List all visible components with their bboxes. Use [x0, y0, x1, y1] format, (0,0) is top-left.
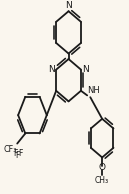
- Text: F: F: [13, 149, 17, 158]
- Text: NH: NH: [88, 86, 100, 95]
- Text: O: O: [99, 163, 106, 172]
- Text: N: N: [48, 65, 55, 74]
- Text: CH₃: CH₃: [95, 176, 109, 185]
- Text: F: F: [18, 149, 23, 158]
- Text: N: N: [82, 65, 89, 74]
- Text: CF₃: CF₃: [3, 145, 17, 154]
- Text: F: F: [16, 151, 20, 160]
- Text: N: N: [65, 1, 72, 10]
